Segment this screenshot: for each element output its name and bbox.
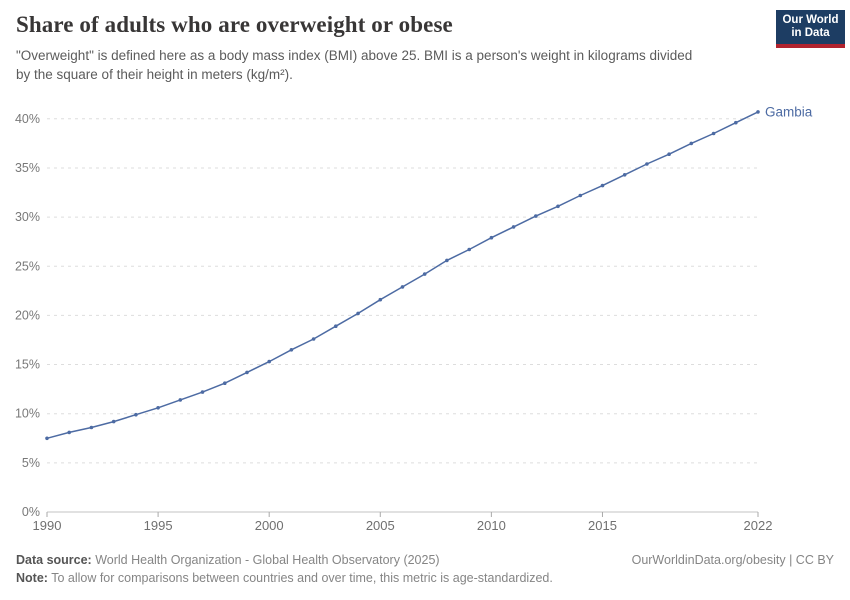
owid-logo[interactable]: Our World in Data [776,10,845,48]
data-point-2013[interactable] [556,204,560,209]
data-point-2000[interactable] [267,359,272,364]
data-point-1999[interactable] [245,370,249,375]
data-point-1994[interactable] [134,412,138,417]
data-point-2002[interactable] [311,337,316,341]
data-point-2018[interactable] [667,152,671,156]
owid-logo-line2: in Data [791,27,830,39]
data-point-1997[interactable] [200,390,205,394]
data-point-2010[interactable] [489,235,494,240]
data-point-2014[interactable] [578,193,583,198]
data-point-2005[interactable] [378,297,383,302]
series-line-gambia[interactable] [46,111,759,440]
data-point-2022[interactable] [756,110,760,114]
data-point-2004[interactable] [356,311,360,316]
data-point-2016[interactable] [622,173,627,177]
data-point-2008[interactable] [445,258,449,263]
entity-label: Gambia [765,104,813,119]
data-point-2003[interactable] [334,324,338,329]
x-tick-label-2022: 2022 [744,518,773,533]
data-point-1991[interactable] [67,430,71,435]
data-point-2006[interactable] [400,285,405,289]
data-point-1996[interactable] [178,398,183,402]
owid-url-link[interactable]: OurWorldinData.org/obesity | CC BY [631,553,834,567]
y-tick-label-40: 40% [15,112,40,126]
y-tick-label-5: 5% [22,456,40,470]
x-tick-label-2005: 2005 [366,518,395,533]
data-point-2001[interactable] [289,348,294,352]
y-tick-label-35: 35% [15,161,40,175]
data-source-value: World Health Organization - Global Healt… [91,553,440,567]
note-text: Note: To allow for comparisons between c… [16,571,553,585]
owid-logo-line1: Our World [782,14,839,26]
data-point-1998[interactable] [223,381,227,386]
data-point-2015[interactable] [600,183,605,188]
page-title: Share of adults who are overweight or ob… [16,12,453,37]
data-point-2020[interactable] [711,131,716,136]
data-source-label: Data source: [16,553,92,567]
x-tick-label-1995: 1995 [144,518,173,533]
chart-subtitle: "Overweight" is defined here as a body m… [16,48,693,82]
data-point-2012[interactable] [534,214,538,218]
data-point-2019[interactable] [689,141,694,146]
data-point-1993[interactable] [111,419,116,424]
x-tick-label-1990: 1990 [33,518,62,533]
data-point-1990[interactable] [45,436,49,441]
data-point-2021[interactable] [734,120,738,125]
y-tick-label-20: 20% [15,308,40,322]
chart-header: Share of adults who are overweight or ob… [16,10,845,85]
y-tick-label-0: 0% [22,505,40,519]
y-tick-label-15: 15% [15,358,40,372]
data-point-1995[interactable] [156,406,160,410]
x-tick-label-2010: 2010 [477,518,506,533]
x-tick-label-2000: 2000 [255,518,284,533]
y-tick-label-30: 30% [15,210,40,224]
y-tick-label-25: 25% [15,259,40,273]
x-tick-label-2015: 2015 [588,518,617,533]
chart-footer: Data source: World Health Organization -… [16,551,834,587]
note-value: To allow for comparisons between countri… [47,571,553,585]
note-label: Note: [16,571,48,585]
y-tick-label-10: 10% [15,407,40,421]
data-point-2011[interactable] [511,225,516,229]
data-point-2007[interactable] [422,272,427,276]
data-point-2009[interactable] [467,247,472,252]
data-point-2017[interactable] [645,162,649,166]
data-point-1992[interactable] [89,425,94,430]
data-source-text: Data source: World Health Organization -… [16,551,440,569]
